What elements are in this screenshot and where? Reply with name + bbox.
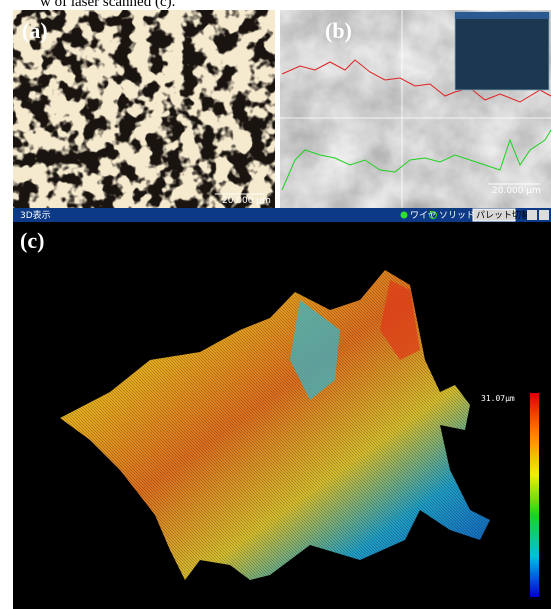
toolbar-title: 3D表示 (20, 210, 51, 221)
caption: w of laser scanned (c). (40, 0, 175, 10)
panel-label: (a) (22, 18, 48, 43)
panel-b: (b) 20.000 μm (280, 10, 551, 208)
measurement-panel (455, 12, 549, 90)
panel-c: (c) 31.07μm (13, 222, 551, 609)
close-button[interactable] (539, 210, 549, 220)
measurement-panel-title (455, 12, 549, 19)
panel-label: (b) (325, 18, 352, 43)
toolbar: 3D表示 ワイヤ ソリッド パレット切替 (13, 208, 551, 222)
window-button[interactable] (527, 210, 537, 220)
button-label[interactable]: パレット切替 (476, 209, 530, 221)
colorbar-max: 31.07μm (481, 394, 515, 403)
page: Laser scanned surface figure {"caption":… (0, 0, 551, 609)
option-label[interactable]: ソリッド (439, 211, 475, 221)
body: w of laser scanned (c). (a) 20.000 μm (b… (0, 0, 551, 609)
panel-a: (a) 20.000 μm (13, 10, 275, 208)
panel-label: (c) (20, 228, 44, 253)
figure: w of laser scanned (c). (a) 20.000 μm (b… (0, 0, 551, 609)
colorbar (530, 393, 539, 597)
panel-a-texture (13, 10, 275, 208)
scale-label: 20.000 μm (492, 186, 541, 196)
scale-label: 20.000 μm (222, 196, 271, 206)
option-label[interactable]: ワイヤ (410, 211, 437, 221)
radio-selected[interactable] (401, 212, 408, 219)
